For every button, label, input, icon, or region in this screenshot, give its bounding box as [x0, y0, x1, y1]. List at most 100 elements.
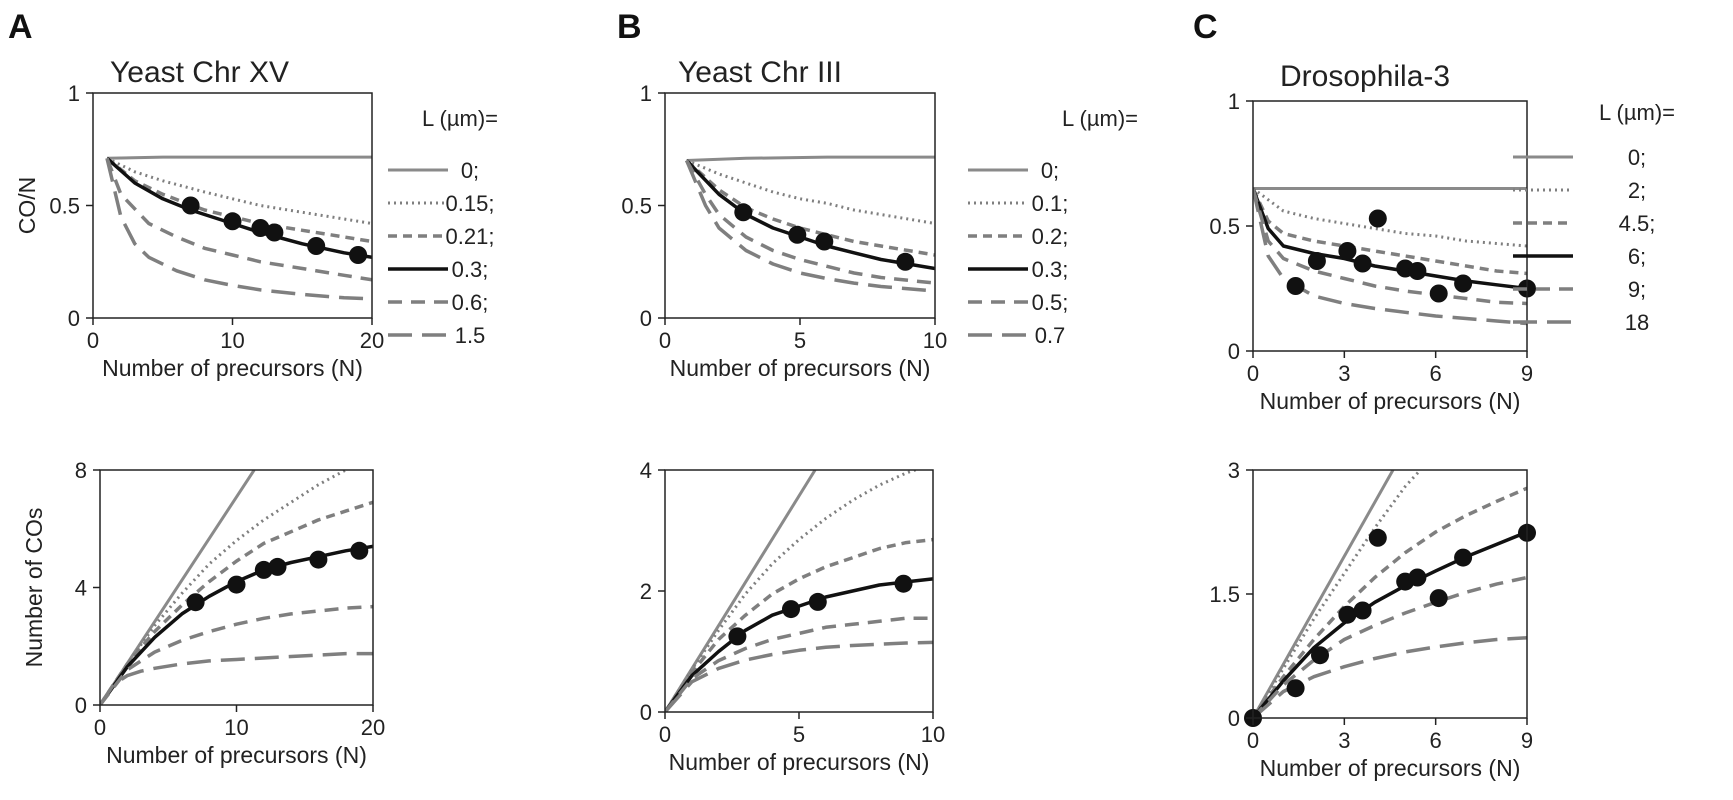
series-line-medium-dash: [105, 157, 372, 282]
x-tick-label: 5: [794, 328, 806, 353]
y-tick-label: 4: [640, 458, 652, 483]
legend-label: 4.5;: [1619, 211, 1656, 236]
y-tick-label: 0: [640, 700, 652, 725]
series-line-solid-black: [1253, 187, 1527, 291]
y-tick-label: 0: [1228, 339, 1240, 364]
x-tick-label: 20: [361, 715, 385, 740]
x-tick-label: 5: [793, 722, 805, 747]
series-line-dotted: [106, 156, 372, 225]
data-point: [186, 593, 205, 612]
data-point: [788, 225, 807, 244]
x-tick-label: 20: [360, 328, 384, 353]
panel-title: Yeast Chr XV: [110, 56, 289, 89]
series-line-long-dash: [684, 159, 935, 293]
x-tick-label: 6: [1430, 361, 1442, 386]
panel-title: Drosophila-3: [1280, 60, 1450, 93]
panel-letter-c: C: [1193, 8, 1218, 46]
legend: L (µm)= 0; 2; 4.5; 6; 9; 18: [1513, 100, 1675, 335]
legend-label: 0.3;: [452, 257, 489, 282]
data-point: [181, 196, 200, 215]
series-line-medium-dash: [1253, 188, 1527, 306]
series-line-long-dash: [1253, 188, 1527, 326]
data-point: [815, 232, 834, 251]
chart-panel-c-top: Drosophila-3 0 3 6 9 0 0.5 1 Number of precursor…: [1209, 60, 1675, 414]
plot-frame: [1252, 100, 1528, 352]
data-point: [1429, 284, 1448, 303]
series-line-medium-dash: [100, 604, 373, 705]
legend-label: 0.1;: [1032, 191, 1069, 216]
x-tick-label: 3: [1338, 728, 1350, 753]
chart-panel-a-bottom: 0 10 20 0 4 8 Number of precursors (N) Number o…: [21, 458, 385, 768]
series-line-short-dash: [1253, 187, 1527, 276]
y-tick-label: 0.5: [621, 194, 652, 219]
y-tick-label: 0: [640, 306, 652, 331]
data-point: [1311, 646, 1329, 665]
legend-label: 6;: [1628, 244, 1646, 269]
x-tick-label: 0: [1247, 361, 1259, 386]
y-tick-label: 0: [75, 693, 87, 718]
y-tick-label: 0.5: [1209, 214, 1240, 239]
data-point: [350, 541, 369, 560]
series-line-solid-gray: [1253, 470, 1395, 718]
y-tick-label: 1.5: [1209, 582, 1240, 607]
data-point: [309, 550, 328, 569]
series-line-long-dash: [105, 157, 372, 301]
y-tick-label: 4: [75, 576, 87, 601]
data-point: [254, 560, 273, 579]
y-axis-label: Number of COs: [21, 508, 47, 668]
x-tick-label: 10: [220, 328, 244, 353]
x-tick-label: 9: [1521, 728, 1533, 753]
series-line-solid-black: [105, 156, 372, 260]
data-point: [1338, 242, 1357, 260]
series-line-short-dash: [1253, 486, 1527, 718]
legend-title: L (µm)=: [1062, 106, 1138, 131]
x-tick-label: 10: [923, 328, 947, 353]
series-line-dotted: [1253, 470, 1422, 718]
x-tick-label: 6: [1430, 728, 1442, 753]
data-point: [1286, 277, 1305, 295]
legend-title: L (µm)=: [1599, 100, 1675, 125]
data-point: [223, 212, 242, 231]
data-point: [265, 223, 284, 242]
data-point: [1429, 589, 1448, 608]
series-line-dotted: [686, 159, 935, 225]
series-line-solid-gray: [665, 470, 817, 712]
data-point: [1353, 601, 1372, 620]
legend-label: 0;: [1628, 145, 1646, 170]
data-point: [1454, 274, 1473, 293]
data-point: [1368, 528, 1387, 547]
series-line-medium-dash: [685, 159, 935, 285]
data-point: [894, 574, 913, 593]
series-line-solid-black: [1253, 530, 1527, 718]
data-point: [896, 252, 915, 271]
data-point: [349, 246, 368, 264]
legend-label: 0.7: [1035, 323, 1066, 348]
x-axis-label: Number of precursors (N): [106, 742, 367, 768]
x-tick-label: 0: [87, 328, 99, 353]
x-axis-label: Number of precursors (N): [1260, 755, 1521, 781]
data-point: [782, 600, 800, 619]
panel-title: Yeast Chr III: [678, 56, 842, 89]
data-point: [1338, 605, 1357, 624]
x-tick-label: 10: [224, 715, 248, 740]
x-tick-label: 0: [659, 722, 671, 747]
data-point: [1286, 679, 1305, 698]
x-tick-label: 10: [921, 722, 945, 747]
legend-label: 0.21;: [446, 224, 495, 249]
legend-label: 0;: [461, 158, 479, 183]
chart-panel-a-top: Yeast Chr XV 0 10 20 0 0.5 1 Number of precurso…: [14, 56, 498, 381]
series-line-short-dash: [665, 537, 933, 712]
data-point: [268, 557, 287, 576]
legend-title: L (µm)=: [422, 106, 498, 131]
data-point: [1307, 252, 1326, 270]
y-tick-label: 1: [68, 81, 80, 106]
chart-panel-b-top: Yeast Chr III 0 5 10 0 0.5 1 Number of precurso…: [621, 56, 1138, 381]
legend-label: 0;: [1041, 158, 1059, 183]
series-line-solid-black: [685, 159, 935, 271]
x-tick-label: 9: [1521, 361, 1533, 386]
legend: L (µm)= 0; 0.15; 0.21; 0.3; 0.6; 1.5: [388, 106, 498, 348]
plot-frame: [92, 92, 373, 319]
y-tick-label: 0.5: [49, 194, 80, 219]
x-tick-label: 0: [659, 328, 671, 353]
